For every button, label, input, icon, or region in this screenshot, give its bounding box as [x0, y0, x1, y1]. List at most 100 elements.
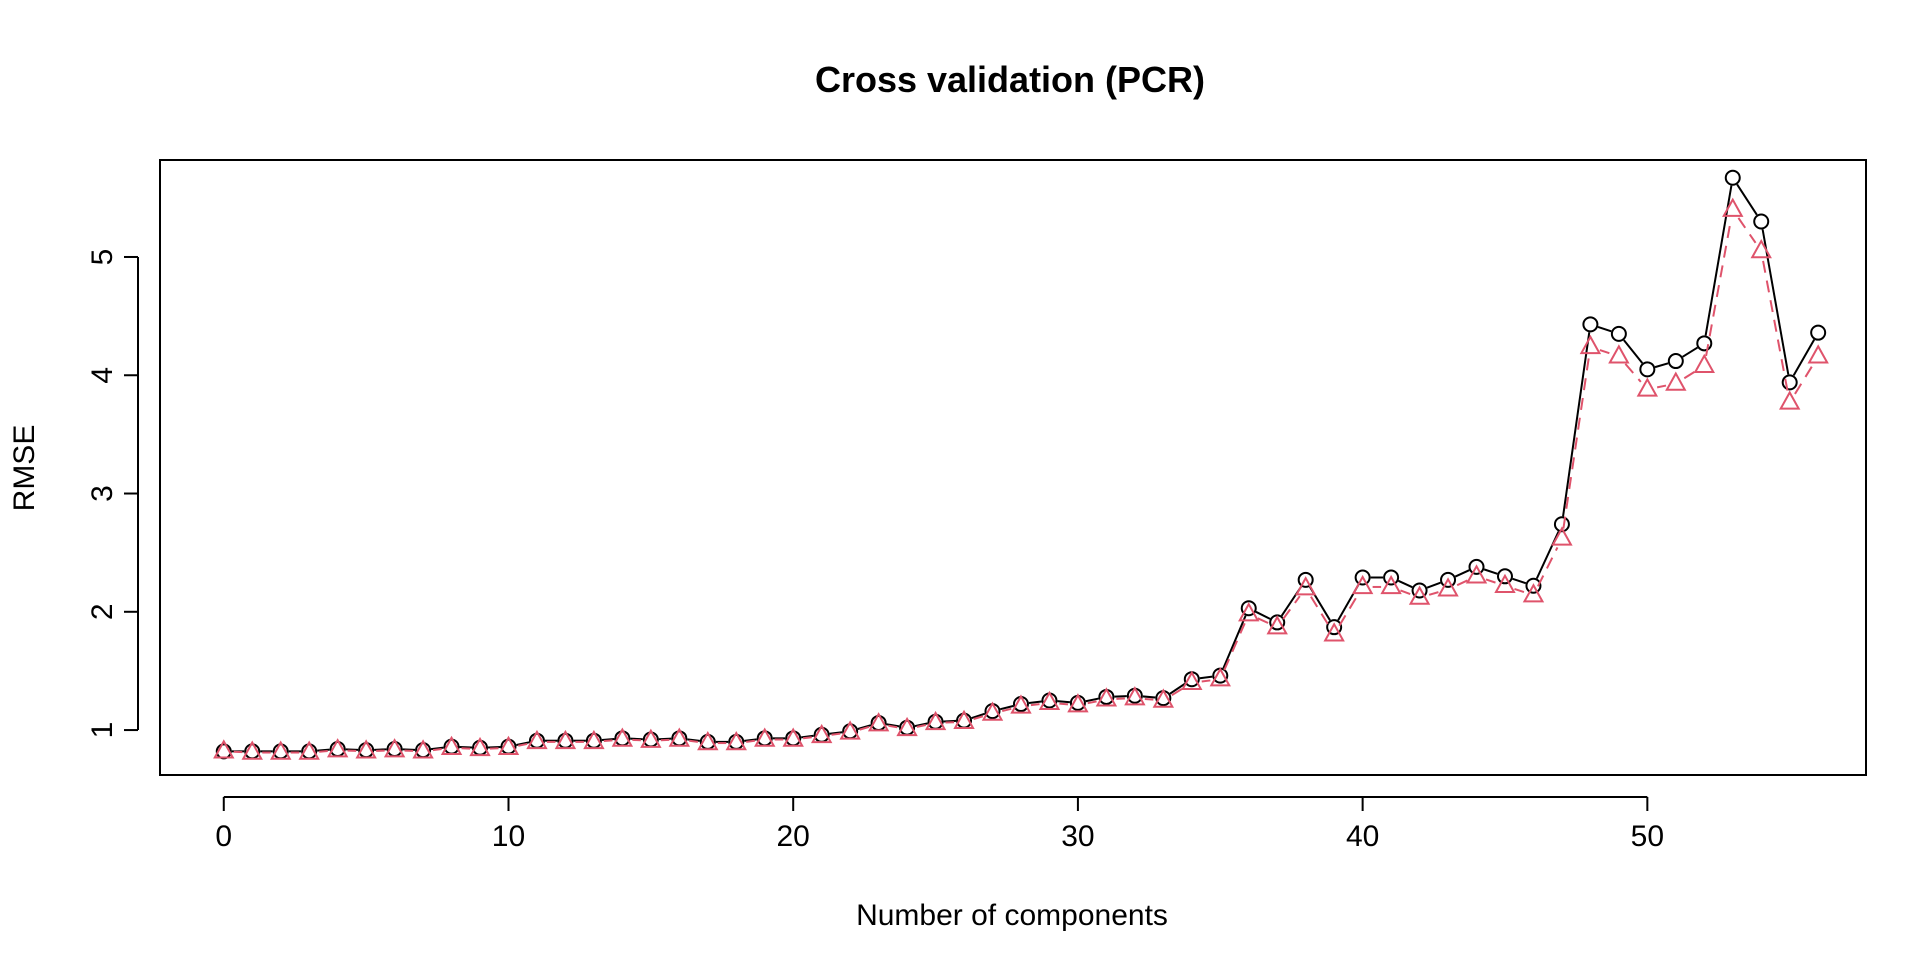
series-segment — [1030, 703, 1040, 707]
data-point — [1383, 569, 1400, 586]
series-segment — [1762, 260, 1789, 393]
data-point — [526, 729, 548, 750]
data-point — [1722, 197, 1744, 217]
series-segment — [1792, 339, 1816, 376]
data-point — [1354, 569, 1371, 586]
series-segment — [630, 737, 643, 741]
data-point — [1724, 169, 1741, 186]
data-point — [1240, 600, 1257, 617]
data-point — [867, 712, 890, 732]
series-segment — [1257, 617, 1269, 624]
series-segment — [687, 738, 700, 742]
y-tick-label: 4 — [86, 367, 119, 384]
data-point — [1437, 577, 1459, 597]
data-point — [1465, 564, 1488, 584]
data-point — [1181, 670, 1203, 690]
series-segment — [1142, 695, 1156, 699]
y-axis-label: RMSE — [8, 425, 41, 512]
data-point — [1665, 371, 1687, 391]
data-point — [1468, 558, 1485, 575]
data-point — [1496, 568, 1513, 585]
data-point — [1693, 353, 1715, 373]
series-segment — [658, 737, 672, 741]
y-axis: 1 2 3 4 5 — [86, 249, 139, 738]
series-segment — [1623, 339, 1644, 364]
series-segment — [1338, 595, 1359, 627]
data-point — [1238, 602, 1260, 622]
data-point — [1326, 619, 1343, 636]
data-point — [1095, 687, 1118, 707]
series-segment — [1512, 577, 1527, 585]
series-segment — [1562, 356, 1590, 529]
y-tick-label: 5 — [86, 249, 119, 266]
series-segment — [1794, 364, 1814, 395]
data-point — [1551, 526, 1573, 546]
data-point — [1553, 516, 1570, 533]
series-segment — [402, 748, 416, 751]
series-segment — [518, 742, 528, 747]
data-point — [1038, 690, 1061, 711]
series-segment — [971, 712, 986, 720]
series-segment — [1085, 697, 1099, 703]
series-layer — [213, 169, 1829, 760]
plot-frame — [159, 159, 1867, 776]
series-segment — [857, 724, 872, 730]
data-point — [1582, 316, 1599, 333]
series-segment — [603, 739, 613, 743]
data-point — [1411, 582, 1428, 599]
series-segment — [859, 725, 870, 731]
series-segment — [1282, 595, 1301, 620]
data-point — [1067, 693, 1089, 713]
data-point — [469, 736, 491, 757]
series-segment — [487, 745, 501, 749]
data-point — [1522, 583, 1545, 603]
series-2 — [213, 197, 1829, 760]
x-tick-label: 0 — [215, 820, 232, 853]
data-point — [1297, 571, 1314, 588]
series-segment — [1028, 700, 1042, 705]
data-point — [1152, 688, 1175, 708]
series-segment — [829, 731, 843, 735]
series-segment — [459, 745, 473, 749]
data-point — [497, 735, 520, 755]
series-segment — [1144, 697, 1154, 701]
data-point — [1639, 361, 1656, 378]
data-point — [810, 723, 833, 744]
series-segment — [345, 748, 359, 751]
data-point — [1323, 622, 1345, 642]
data-point — [1124, 686, 1146, 706]
series-segment — [1514, 587, 1525, 594]
x-tick-label: 30 — [1061, 820, 1094, 853]
series-segment — [916, 724, 926, 728]
data-point — [326, 738, 349, 758]
data-point — [1351, 574, 1374, 595]
series-segment — [1169, 682, 1186, 695]
data-point — [640, 728, 662, 748]
x-axis-label: Number of components — [856, 899, 1168, 932]
series-segment — [1057, 700, 1071, 704]
series-segment — [1114, 695, 1127, 698]
chart-title: Cross validation (PCR) — [815, 59, 1205, 100]
data-point — [1525, 577, 1542, 594]
data-point — [1380, 574, 1402, 595]
series-segment — [1654, 362, 1669, 369]
series-segment — [1537, 546, 1559, 587]
series-segment — [744, 738, 757, 742]
data-point — [1696, 335, 1713, 352]
series-segment — [914, 722, 928, 728]
series-segment — [1223, 622, 1246, 671]
series-segment — [1001, 707, 1012, 713]
y-tick-label: 2 — [86, 603, 119, 620]
series-segment — [1201, 679, 1211, 683]
series-segment — [1597, 325, 1612, 333]
data-point — [782, 727, 804, 747]
series-segment — [886, 723, 900, 728]
data-point — [1610, 325, 1627, 342]
data-point — [412, 739, 434, 759]
data-point — [924, 710, 947, 731]
data-point — [355, 739, 377, 759]
series-segment — [689, 739, 698, 743]
series-segment — [943, 719, 957, 723]
series-segment — [1656, 384, 1667, 389]
